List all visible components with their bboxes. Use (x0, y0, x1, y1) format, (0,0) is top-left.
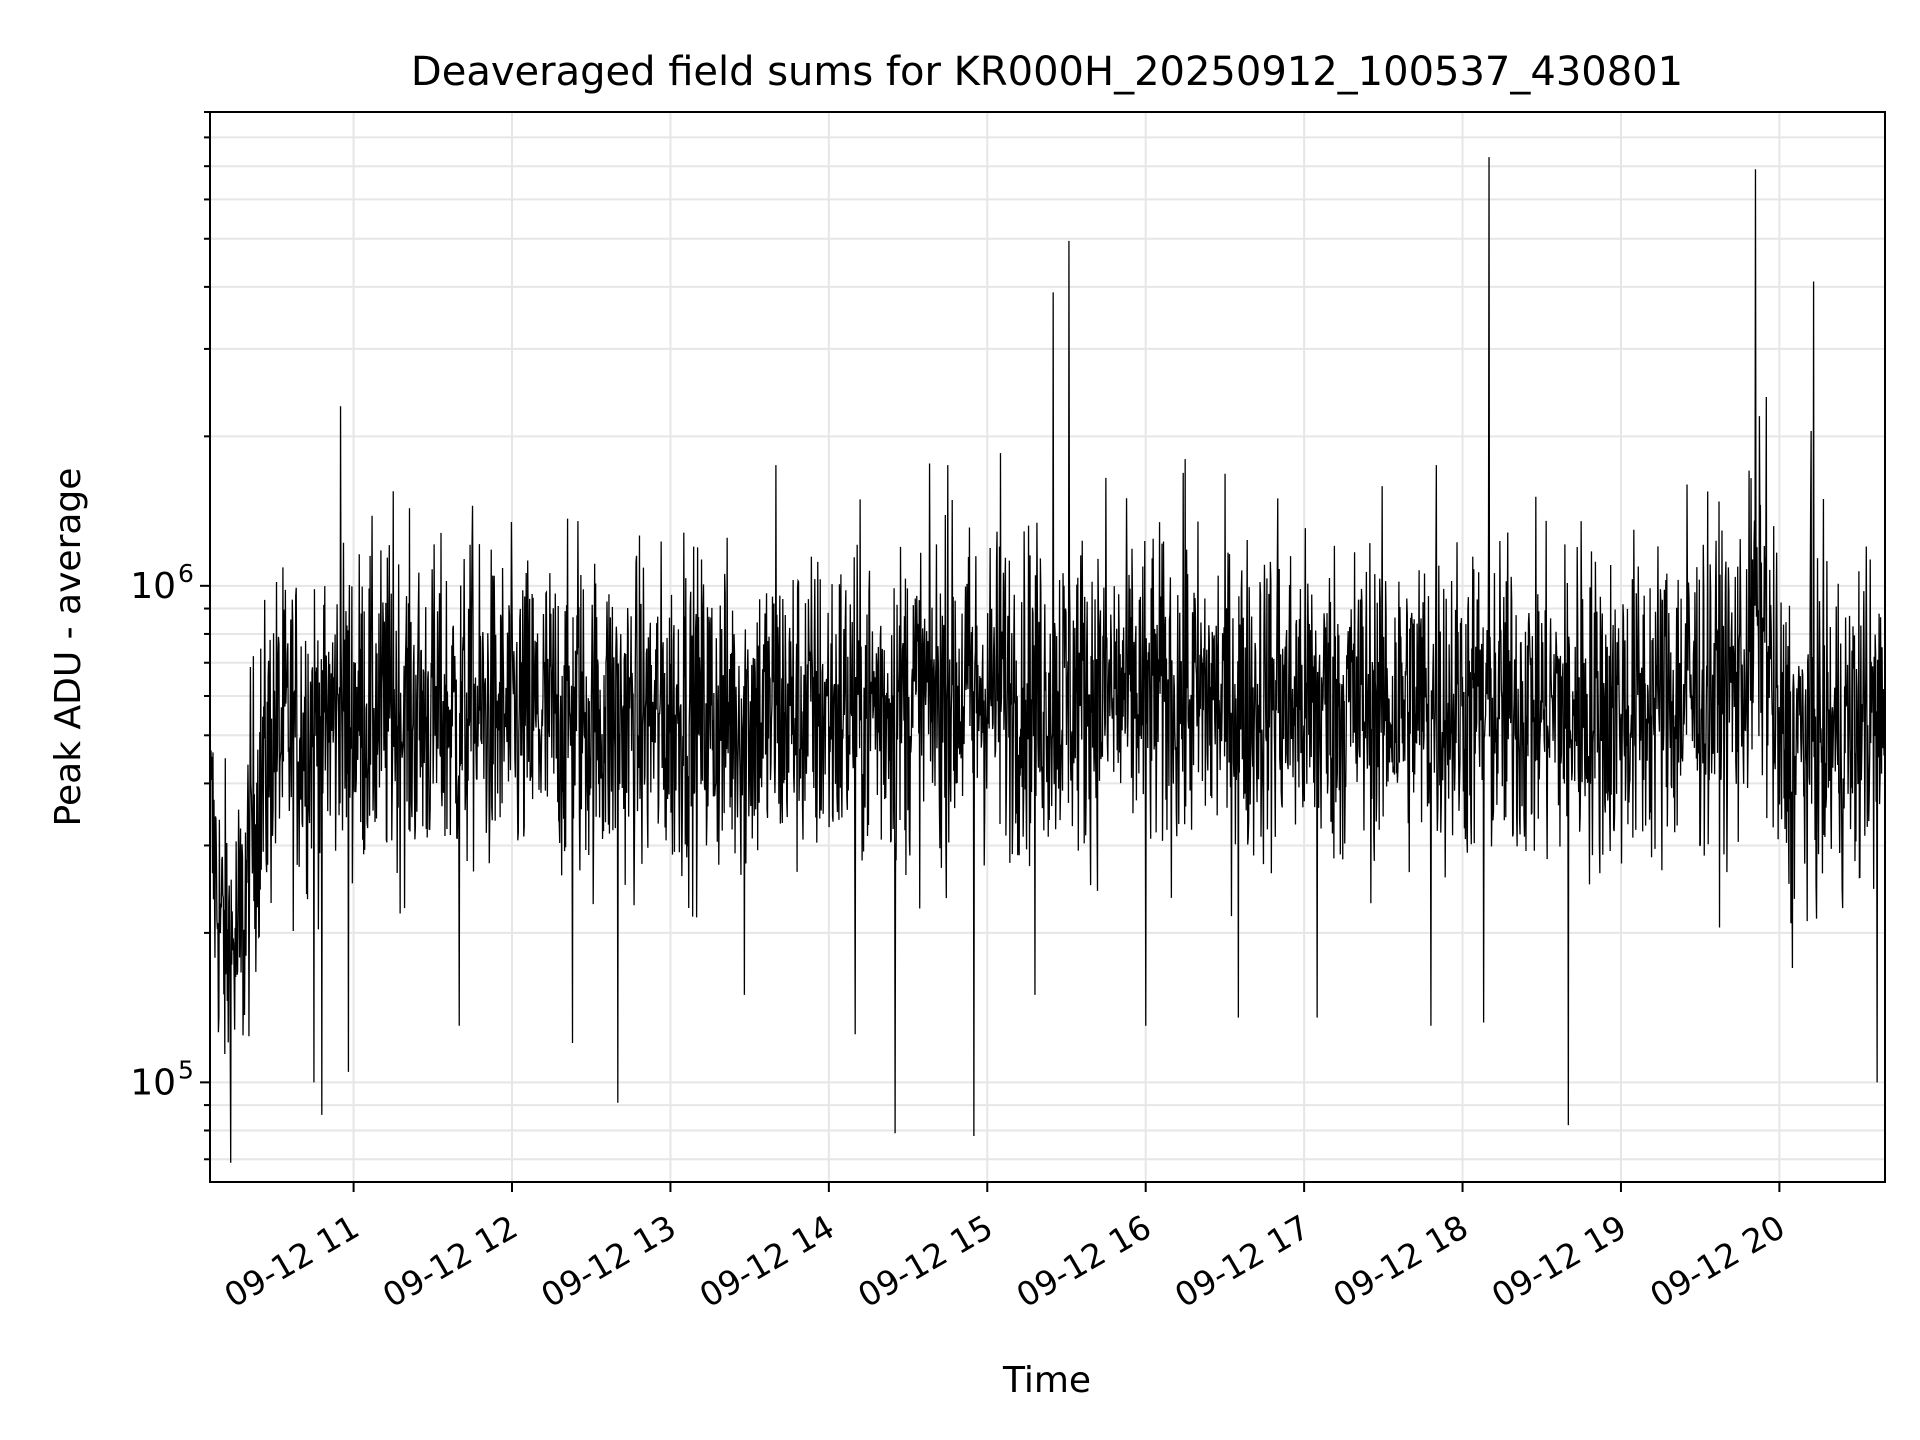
y-tick-label-exponent: 5 (178, 1055, 194, 1084)
y-tick-label-exponent: 6 (178, 559, 194, 588)
series-layer (210, 157, 1886, 1163)
series-line (210, 157, 1886, 1163)
chart-title: Deaveraged field sums for KR000H_2025091… (411, 49, 1683, 95)
y-tick-label: 10 (130, 566, 176, 607)
plot-frame (209, 111, 1886, 1183)
y-tick-label: 10 (130, 1062, 176, 1103)
x-axis-label: Time (1002, 1360, 1091, 1401)
y-axis-label: Peak ADU - average (48, 468, 89, 827)
